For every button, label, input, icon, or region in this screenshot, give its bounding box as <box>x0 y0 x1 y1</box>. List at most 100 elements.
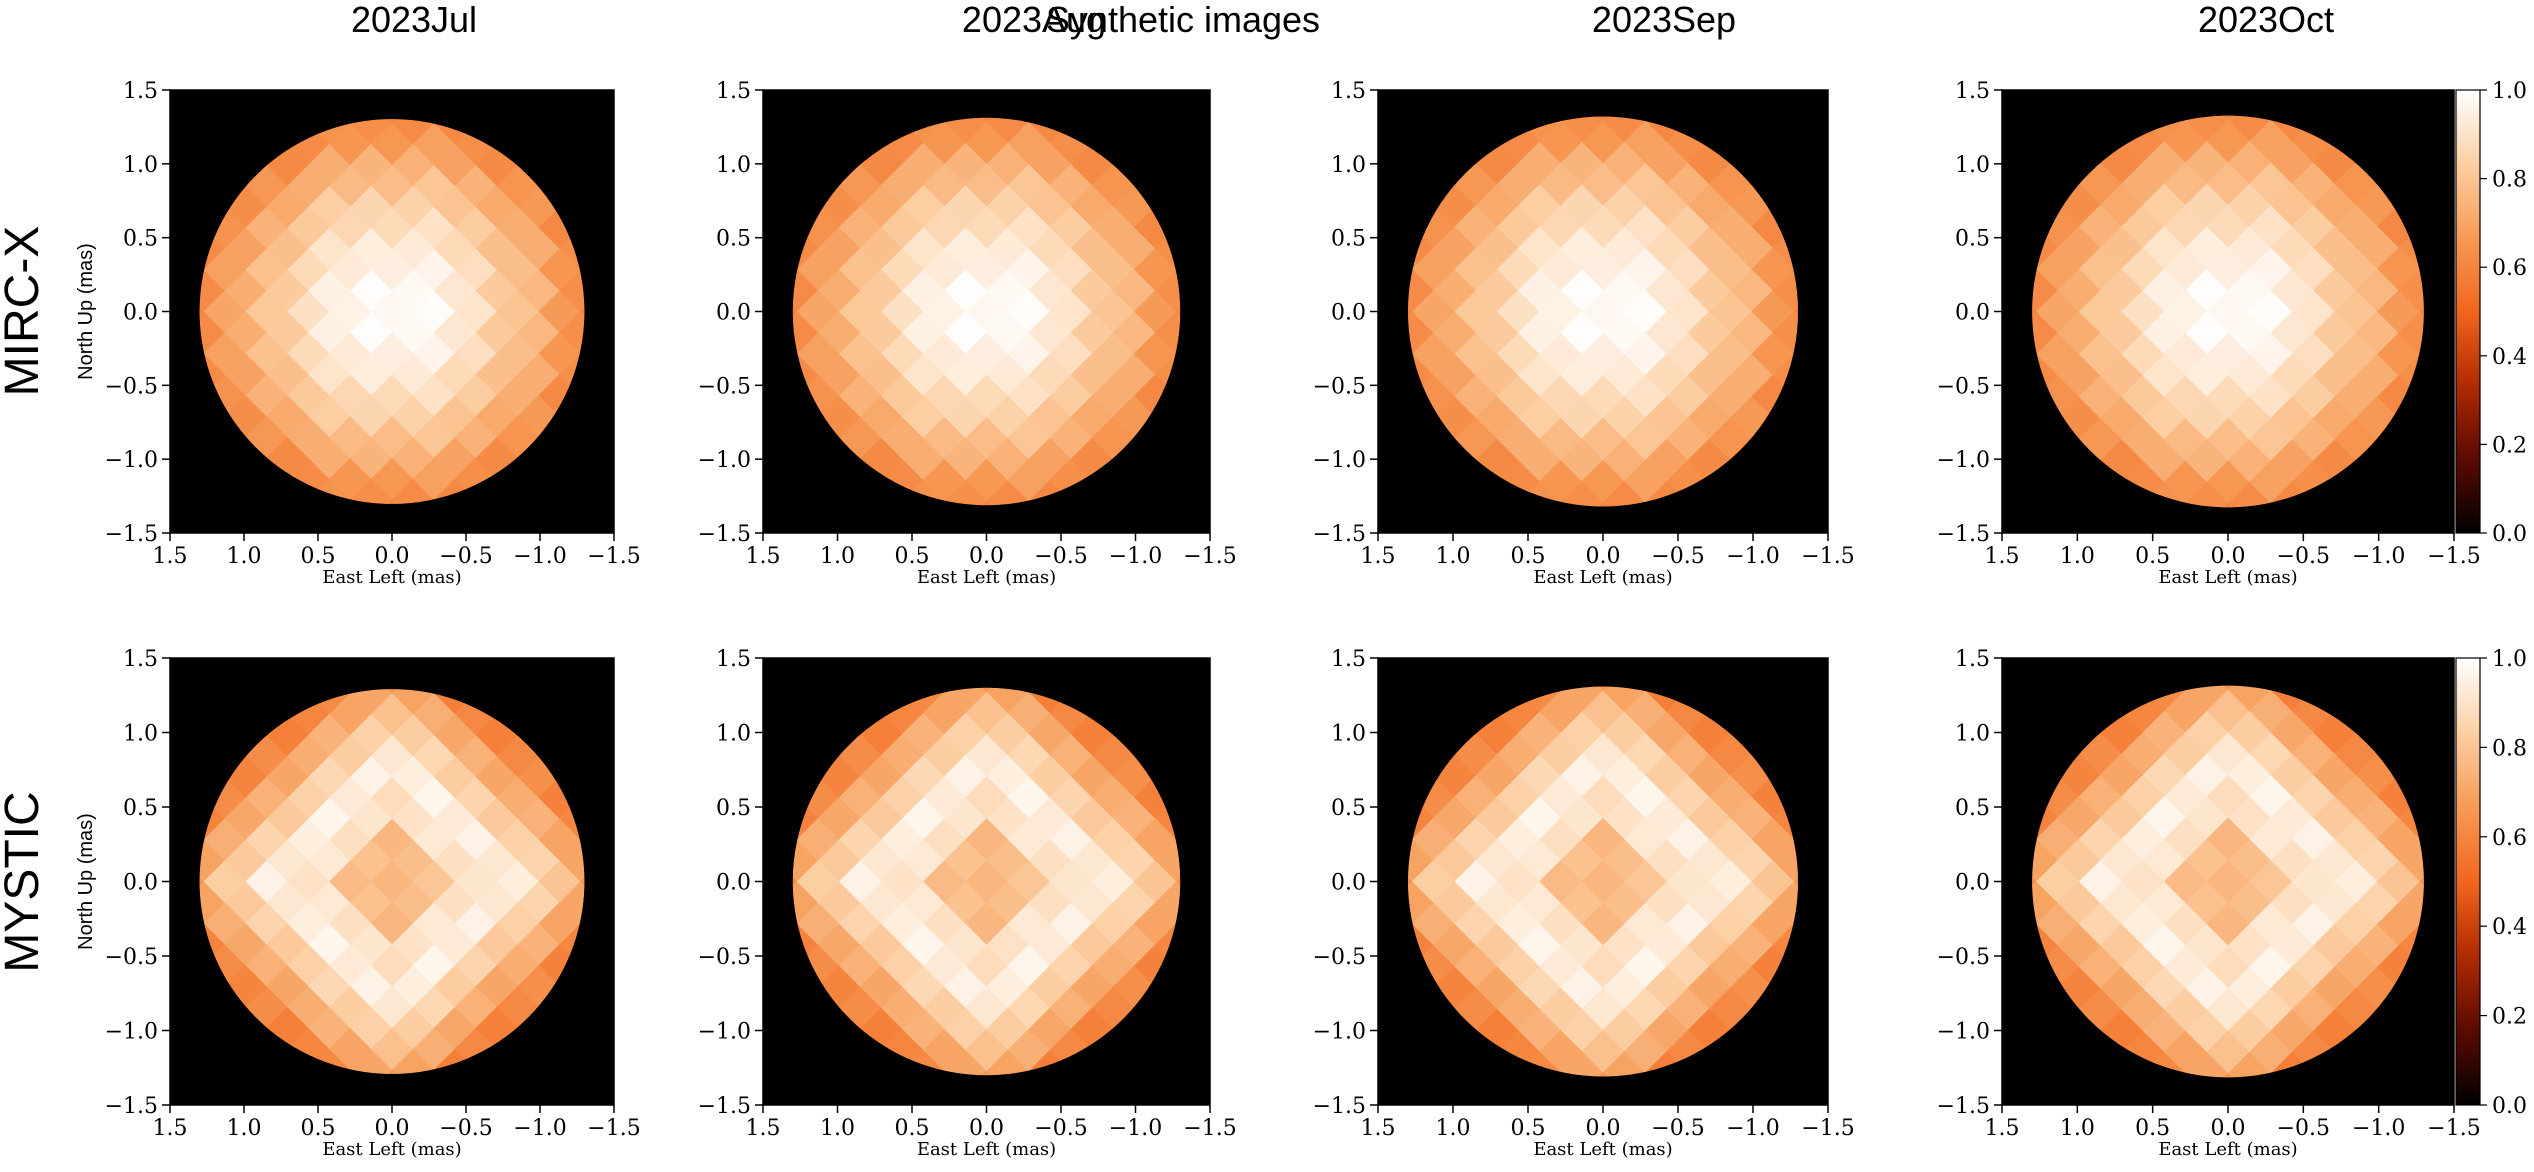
y-tick-label: 0.0 <box>1955 871 1990 896</box>
x-tick-label: 1.5 <box>1361 544 1396 569</box>
y-tick-label: −1.5 <box>105 522 158 547</box>
x-tick-label: 1.0 <box>2060 544 2095 569</box>
panel-mirc-x-2023sep: 1.5 1.0 0.5 0.0 −0.5 −1.0 −1.51.51.00.50.0−0.5… <box>1313 79 1855 588</box>
panel-mystic-2023aug: 1.5 1.0 0.5 0.0 −0.5 −1.0 −1.51.51.00.50.0−0.5… <box>698 647 1237 1160</box>
row-label-mystic: MYSTIC <box>0 791 49 972</box>
y-tick-label: 1.5 <box>1331 647 1366 672</box>
y-tick-label: 0.5 <box>1331 796 1366 821</box>
y-tick-label: −1.0 <box>1313 1020 1366 1045</box>
x-tick-label: 0.5 <box>895 1116 930 1141</box>
y-tick-label: 1.0 <box>1331 722 1366 747</box>
x-tick-label: 0.0 <box>1586 544 1621 569</box>
x-tick-label: 1.0 <box>227 1116 262 1141</box>
y-tick-label: 1.5 <box>716 79 751 104</box>
x-axis-label: East Left (mas) <box>1533 567 1672 588</box>
x-tick-label: −1.5 <box>1801 1116 1854 1141</box>
y-tick-label: 0.5 <box>1955 796 1990 821</box>
y-tick-label: 1.0 <box>1955 153 1990 178</box>
panel-mystic-2023jul: 1.5 1.0 0.5 0.0 −0.5 −1.0 −1.51.51.00.50.0−0.5… <box>75 647 641 1160</box>
x-tick-label: −0.5 <box>439 1116 492 1141</box>
colorbar-tick-label: 0.4 <box>2492 915 2527 940</box>
column-label-2023jul: 2023Jul <box>351 0 477 40</box>
x-tick-label: −1.5 <box>1183 1116 1236 1141</box>
x-tick-label: −1.0 <box>513 544 566 569</box>
y-tick-label: 1.0 <box>1955 722 1990 747</box>
y-tick-label: −1.5 <box>1313 522 1366 547</box>
pixel-cell <box>1602 1051 1646 1077</box>
colorbar-tick-label: 0.6 <box>2492 256 2527 281</box>
x-tick-label: −1.0 <box>1109 1116 1162 1141</box>
pixel-cell <box>349 1048 393 1074</box>
x-tick-label: −1.5 <box>1183 544 1236 569</box>
y-tick-label: −1.5 <box>105 1094 158 1119</box>
y-tick-label: 0.0 <box>123 871 158 896</box>
x-tick-label: −0.5 <box>1034 1116 1087 1141</box>
x-tick-label: −0.5 <box>2277 1116 2330 1141</box>
colorbar-tick-label: 1.0 <box>2492 647 2527 672</box>
x-tick-label: −1.0 <box>1726 1116 1779 1141</box>
x-tick-label: 0.0 <box>2211 544 2246 569</box>
y-tick-label: 0.0 <box>1331 871 1366 896</box>
y-tick-label: −1.0 <box>1313 448 1366 473</box>
y-tick-label: 1.0 <box>716 722 751 747</box>
x-tick-label: 1.0 <box>2060 1116 2095 1141</box>
y-tick-label: −0.5 <box>1313 374 1366 399</box>
x-axis-label: East Left (mas) <box>322 567 461 588</box>
y-tick-label: −1.0 <box>698 448 751 473</box>
y-tick-label: 1.5 <box>1955 647 1990 672</box>
y-tick-label: 1.5 <box>1331 79 1366 104</box>
x-tick-label: 1.5 <box>746 1116 781 1141</box>
colorbar: 0.0 0.2 0.4 0.6 0.8 1.0 <box>2455 647 2527 1119</box>
y-tick-label: −1.0 <box>105 1020 158 1045</box>
y-tick-label: 0.5 <box>1955 227 1990 252</box>
y-tick-label: 0.5 <box>1331 227 1366 252</box>
y-tick-label: 1.0 <box>716 153 751 178</box>
colorbar-tick-label: 0.2 <box>2492 1005 2527 1030</box>
x-tick-label: 1.5 <box>1361 1116 1396 1141</box>
colorbar-gradient <box>2455 89 2481 534</box>
y-tick-label: 1.0 <box>1331 153 1366 178</box>
panel-mystic-2023oct: 1.5 1.0 0.5 0.0 −0.5 −1.0 −1.51.51.00.50.0−0.5… <box>1937 647 2527 1160</box>
x-tick-label: 0.5 <box>1511 1116 1546 1141</box>
pixel-cell <box>943 1050 987 1076</box>
x-tick-label: 0.5 <box>895 544 930 569</box>
x-tick-label: −1.5 <box>1801 544 1854 569</box>
y-tick-label: 0.0 <box>123 301 158 326</box>
pixel-cell <box>391 478 435 504</box>
y-tick-label: 0.5 <box>716 227 751 252</box>
column-label-2023sep: 2023Sep <box>1592 0 1736 40</box>
y-tick-label: 0.5 <box>123 796 158 821</box>
x-tick-label: −1.5 <box>2427 1116 2480 1141</box>
pixel-cell <box>2227 1051 2272 1078</box>
y-tick-label: −0.5 <box>1937 945 1990 970</box>
y-tick-label: −1.5 <box>1937 1094 1990 1119</box>
colorbar-tick-label: 0.0 <box>2492 522 2527 547</box>
x-tick-label: 1.5 <box>746 544 781 569</box>
panel-mirc-x-2023aug: 1.5 1.0 0.5 0.0 −0.5 −1.0 −1.51.51.00.50.0−0.5… <box>698 79 1237 588</box>
x-tick-label: −1.0 <box>1726 544 1779 569</box>
x-tick-label: −1.0 <box>2352 1116 2405 1141</box>
x-axis-label: East Left (mas) <box>322 1139 461 1160</box>
colorbar-tick-label: 0.8 <box>2492 736 2527 761</box>
x-tick-label: −1.5 <box>587 1116 640 1141</box>
x-tick-label: 0.0 <box>969 1116 1004 1141</box>
colorbar-tick-label: 0.8 <box>2492 168 2527 193</box>
pixel-cell <box>986 480 1030 506</box>
x-tick-label: −1.0 <box>2352 544 2405 569</box>
stellar-disk <box>2032 115 2424 508</box>
stellar-disk <box>792 117 1181 506</box>
x-tick-label: 0.5 <box>301 1116 336 1141</box>
y-tick-label: 0.0 <box>1955 301 1990 326</box>
pixel-cell <box>2184 1051 2229 1078</box>
y-tick-label: −0.5 <box>698 945 751 970</box>
pixel-cell <box>1560 1051 1604 1077</box>
pixel-cell <box>943 480 987 506</box>
y-tick-label: −0.5 <box>105 945 158 970</box>
x-tick-label: 1.0 <box>1436 544 1471 569</box>
y-tick-label: −1.0 <box>1937 448 1990 473</box>
y-tick-label: 1.5 <box>123 647 158 672</box>
pixel-cell <box>2227 481 2272 508</box>
x-tick-label: 1.0 <box>1436 1116 1471 1141</box>
y-tick-label: 1.5 <box>716 647 751 672</box>
x-axis-label: East Left (mas) <box>917 1139 1056 1160</box>
